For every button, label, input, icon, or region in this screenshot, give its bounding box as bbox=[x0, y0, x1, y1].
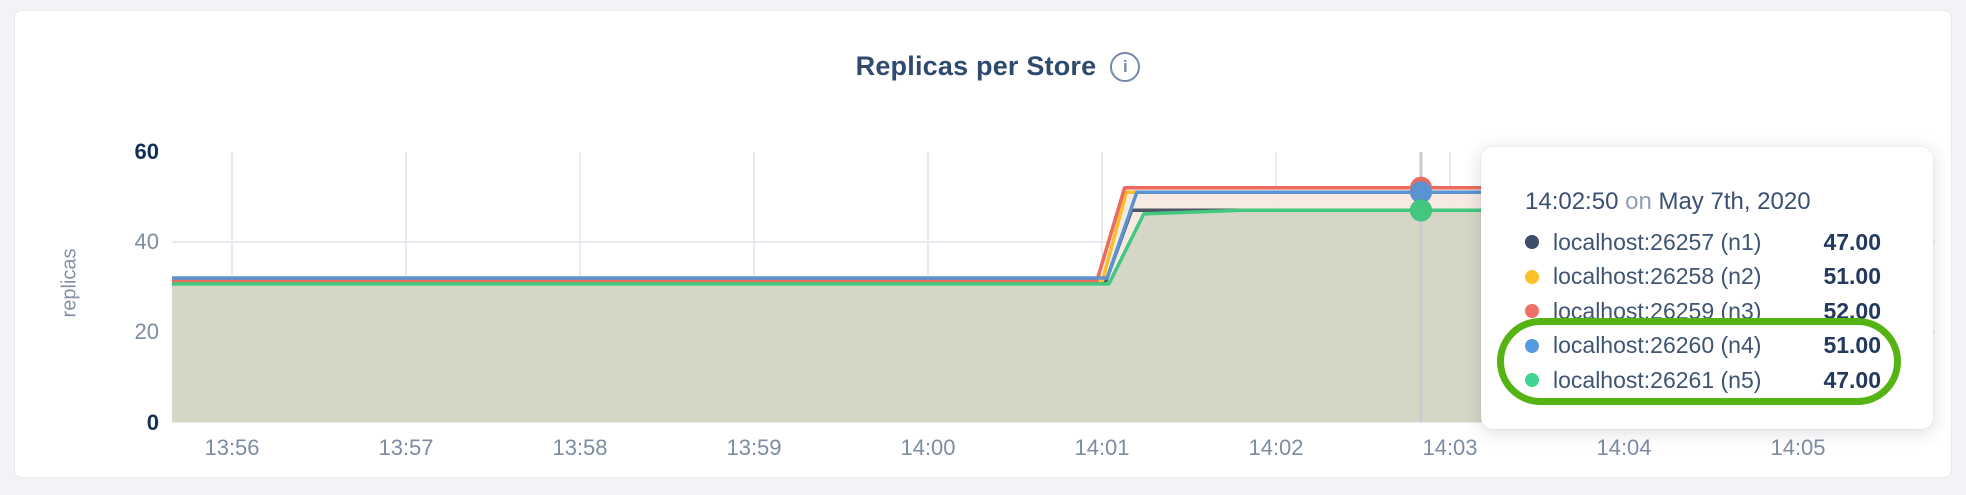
chart-card: Replicas per Store i replicas 0 20 40 60 13… bbox=[14, 10, 1952, 478]
series-color-dot-icon bbox=[1525, 235, 1539, 250]
tooltip-row: localhost:26260 (n4) 51.00 bbox=[1525, 329, 1881, 364]
tooltip-timestamp: 14:02:50 on May 7th, 2020 bbox=[1525, 187, 1881, 217]
tooltip-row: localhost:26258 (n2) 51.00 bbox=[1525, 260, 1881, 295]
x-tick-label: 13:57 bbox=[378, 435, 434, 460]
chart-header: Replicas per Store i bbox=[15, 51, 1966, 82]
hover-marker-n4 bbox=[1409, 181, 1432, 204]
series-name: localhost:26258 (n2) bbox=[1553, 263, 1762, 290]
tooltip-row: localhost:26259 (n3) 52.00 bbox=[1525, 294, 1881, 329]
series-name: localhost:26261 (n5) bbox=[1553, 366, 1762, 393]
y-tick-label: 0 bbox=[146, 409, 159, 435]
x-tick-label: 13:59 bbox=[726, 435, 782, 460]
tooltip-date: May 7th, 2020 bbox=[1658, 188, 1811, 215]
tooltip-row: localhost:26261 (n5) 47.00 bbox=[1525, 363, 1881, 398]
replicas-area-chart[interactable] bbox=[15, 11, 1966, 495]
series-color-dot-icon bbox=[1525, 304, 1539, 319]
x-tick-label: 14:01 bbox=[1074, 435, 1130, 460]
series-value: 47.00 bbox=[1823, 366, 1881, 393]
info-icon[interactable]: i bbox=[1110, 51, 1141, 82]
x-tick-label: 14:04 bbox=[1596, 435, 1652, 460]
series-line-n3 bbox=[171, 185, 1537, 283]
x-tick-label: 14:05 bbox=[1770, 435, 1826, 460]
series-color-dot-icon bbox=[1525, 338, 1539, 353]
series-value: 52.00 bbox=[1823, 297, 1881, 324]
x-tick-label: 13:56 bbox=[204, 435, 260, 460]
y-tick-label: 40 bbox=[134, 228, 159, 254]
tooltip-time: 14:02:50 bbox=[1525, 188, 1619, 215]
hover-marker-n5 bbox=[1409, 199, 1432, 222]
area-fill-n5 bbox=[171, 210, 1538, 423]
tooltip-series-list: localhost:26257 (n1) 47.00 localhost:26258… bbox=[1525, 225, 1881, 398]
tooltip-conjunction: on bbox=[1625, 188, 1652, 215]
series-value: 51.00 bbox=[1823, 263, 1881, 290]
series-color-dot-icon bbox=[1525, 373, 1539, 388]
x-tick-label: 14:02 bbox=[1248, 435, 1304, 460]
series-name: localhost:26259 (n3) bbox=[1553, 297, 1762, 324]
info-icon-glyph: i bbox=[1122, 56, 1128, 76]
series-color-dot-icon bbox=[1525, 269, 1539, 284]
series-value: 51.00 bbox=[1823, 332, 1881, 359]
x-tick-label: 13:58 bbox=[552, 435, 608, 460]
series-line-n5 bbox=[171, 208, 1537, 286]
series-name: localhost:26260 (n4) bbox=[1553, 332, 1762, 359]
tooltip-row: localhost:26257 (n1) 47.00 bbox=[1525, 225, 1881, 260]
x-tick-label: 14:03 bbox=[1422, 435, 1478, 460]
y-tick-label: 20 bbox=[134, 319, 159, 345]
series-name: localhost:26257 (n1) bbox=[1553, 228, 1762, 255]
chart-title: Replicas per Store bbox=[855, 51, 1097, 81]
series-line-n4 bbox=[171, 190, 1537, 280]
series-value: 47.00 bbox=[1823, 228, 1881, 255]
chart-tooltip: 14:02:50 on May 7th, 2020 localhost:2625… bbox=[1481, 147, 1933, 429]
x-tick-label: 14:00 bbox=[900, 435, 956, 460]
y-tick-label: 60 bbox=[134, 138, 159, 164]
